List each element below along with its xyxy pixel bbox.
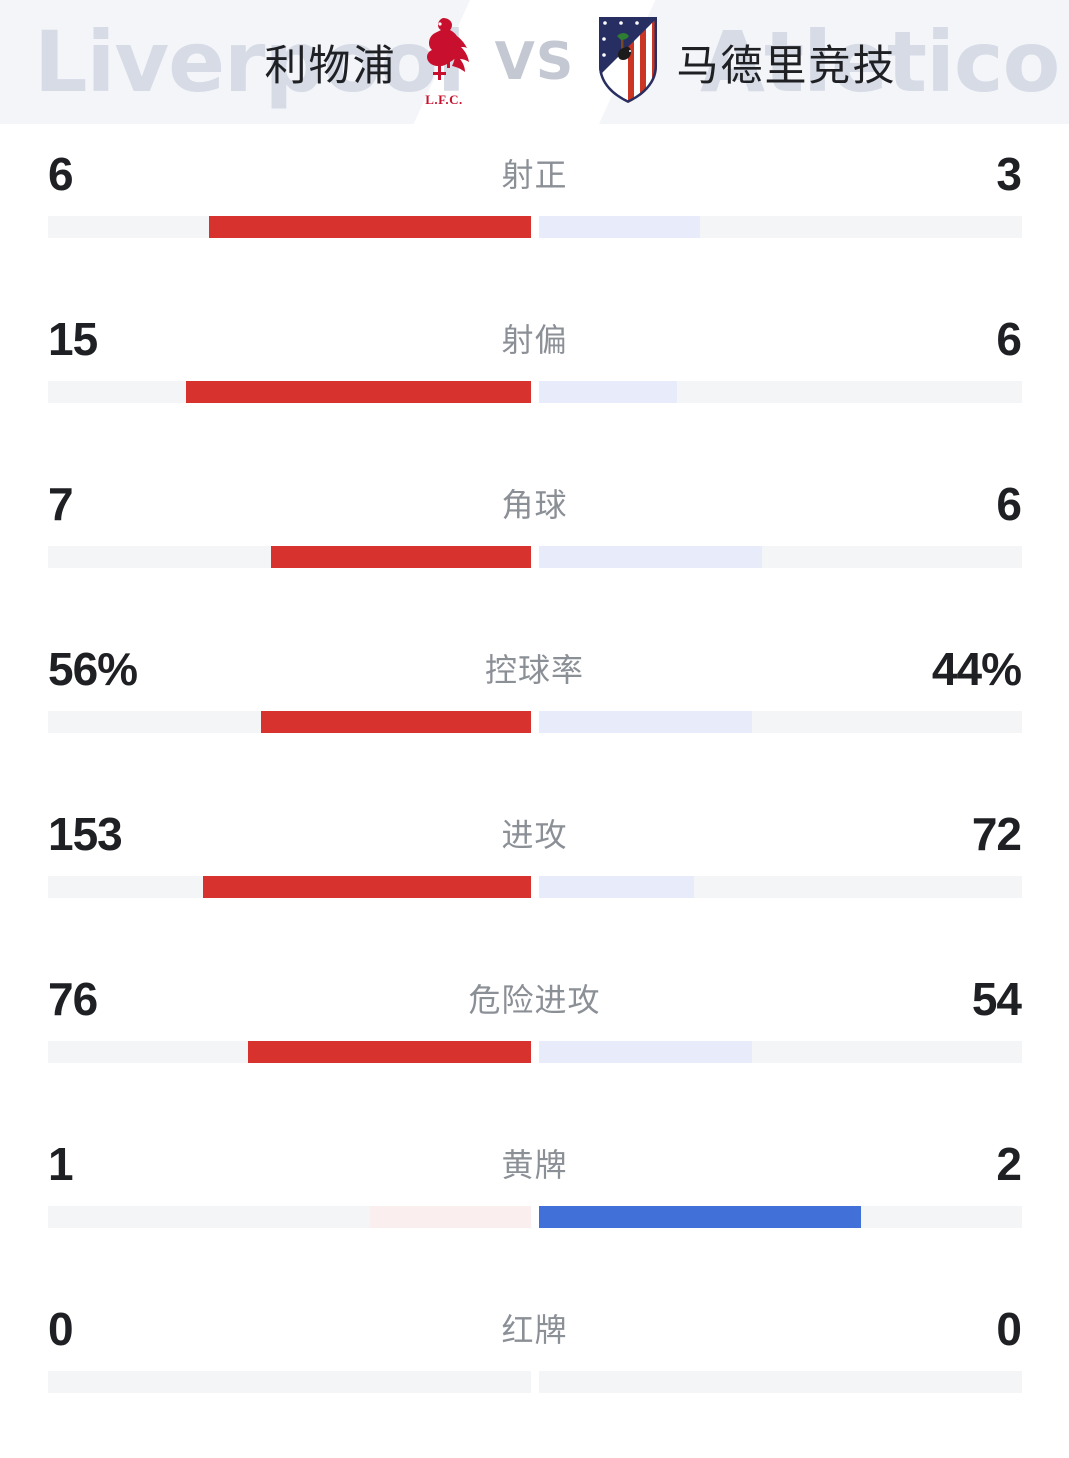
stat-left-value: 7	[48, 478, 74, 530]
stat-row: 6 射正 3	[0, 124, 1069, 289]
stat-label: 红牌	[501, 1311, 568, 1349]
stat-right-value: 2	[996, 1138, 1022, 1190]
stat-bar	[48, 876, 1022, 898]
stat-label: 角球	[501, 486, 568, 524]
stat-bar-fill-right	[539, 711, 752, 733]
stat-row: 153 进攻 72	[0, 784, 1069, 949]
stat-bar-fill-left	[260, 711, 531, 733]
right-team-block[interactable]: 马德里竞技	[595, 14, 1025, 111]
stat-bar-track-right	[539, 711, 1022, 733]
header-plate-left	[0, 0, 470, 124]
stat-left-value: 56%	[48, 643, 138, 695]
stat-bar-track-left	[48, 546, 531, 568]
stat-bar-track-left	[48, 711, 531, 733]
stat-left-value: 6	[48, 148, 74, 200]
stat-bar-track-left	[48, 381, 531, 403]
stat-left-value: 15	[48, 313, 98, 365]
stats-list: 6 射正 3 15 射偏 6	[0, 124, 1069, 1439]
stat-label: 危险进攻	[468, 981, 601, 1019]
atletico-madrid-shield-crest-icon	[595, 14, 661, 111]
stat-bar-track-left	[48, 1371, 531, 1393]
stat-left-value: 0	[48, 1303, 74, 1355]
stat-bar-fill-right	[539, 1041, 752, 1063]
stat-bar-track-right	[539, 1371, 1022, 1393]
stat-bar	[48, 711, 1022, 733]
stat-bar-track-right	[539, 216, 1022, 238]
stat-left-value: 153	[48, 808, 123, 860]
stat-right-value: 72	[971, 808, 1022, 860]
stat-right-value: 3	[996, 148, 1022, 200]
stat-row: 1 黄牌 2	[0, 1114, 1069, 1279]
stat-bar	[48, 546, 1022, 568]
stat-bar-track-right	[539, 546, 1022, 568]
left-team-name: 利物浦	[264, 40, 397, 90]
stat-label: 黄牌	[501, 1146, 568, 1184]
stat-bar-track-left	[48, 876, 531, 898]
stat-bar-fill-left	[208, 216, 531, 238]
vs-separator: VS	[494, 32, 575, 92]
stat-bar	[48, 381, 1022, 403]
stat-bar	[48, 1041, 1022, 1063]
stat-row: 0 红牌 0	[0, 1279, 1069, 1439]
stat-bar-fill-right	[539, 876, 694, 898]
stat-row: 76 危险进攻 54	[0, 949, 1069, 1114]
stat-bar-track-right	[539, 1041, 1022, 1063]
stat-right-value: 0	[996, 1303, 1022, 1355]
stat-left-value: 76	[48, 973, 98, 1025]
stat-label: 射偏	[501, 321, 568, 359]
stat-row: 56% 控球率 44%	[0, 619, 1069, 784]
stat-label: 控球率	[484, 651, 584, 689]
left-team-block[interactable]: 利物浦 L.F.C.	[45, 12, 475, 113]
stat-bar-fill-left	[248, 1041, 531, 1063]
stat-bar-fill-left	[202, 876, 531, 898]
stat-right-value: 6	[996, 313, 1022, 365]
stat-left-value: 1	[48, 1138, 74, 1190]
stat-label: 射正	[501, 156, 568, 194]
stat-bar	[48, 1371, 1022, 1393]
stat-bar-fill-left	[370, 1206, 531, 1228]
stat-bar-track-right	[539, 876, 1022, 898]
stat-bar	[48, 216, 1022, 238]
stat-bar-fill-right	[539, 381, 678, 403]
svg-text:L.F.C.: L.F.C.	[425, 92, 463, 107]
stat-row: 15 射偏 6	[0, 289, 1069, 454]
stat-bar	[48, 1206, 1022, 1228]
stat-bar-fill-left	[271, 546, 531, 568]
right-team-name: 马德里竞技	[676, 40, 897, 90]
stat-right-value: 6	[996, 478, 1022, 530]
stat-bar-track-right	[539, 381, 1022, 403]
left-team-watermark: Liverpool	[34, 13, 466, 111]
stat-right-value: 44%	[931, 643, 1022, 695]
stat-bar-track-left	[48, 1206, 531, 1228]
stat-bar-track-left	[48, 216, 531, 238]
stat-bar-track-right	[539, 1206, 1022, 1228]
stat-bar-fill-right	[539, 1206, 862, 1228]
stat-bar-fill-right	[539, 216, 700, 238]
right-team-watermark: Atletico	[700, 13, 1060, 111]
stat-label: 进攻	[501, 816, 568, 854]
header-plate-right	[599, 0, 1069, 124]
match-header: Liverpool Atletico 利物浦 L.F.C. VS	[0, 0, 1069, 124]
liverpool-liverbird-crest-icon: L.F.C.	[413, 12, 475, 113]
stat-bar-track-left	[48, 1041, 531, 1063]
stat-right-value: 54	[971, 973, 1022, 1025]
stat-row: 7 角球 6	[0, 454, 1069, 619]
stat-bar-fill-left	[186, 381, 531, 403]
stat-bar-fill-right	[539, 546, 763, 568]
